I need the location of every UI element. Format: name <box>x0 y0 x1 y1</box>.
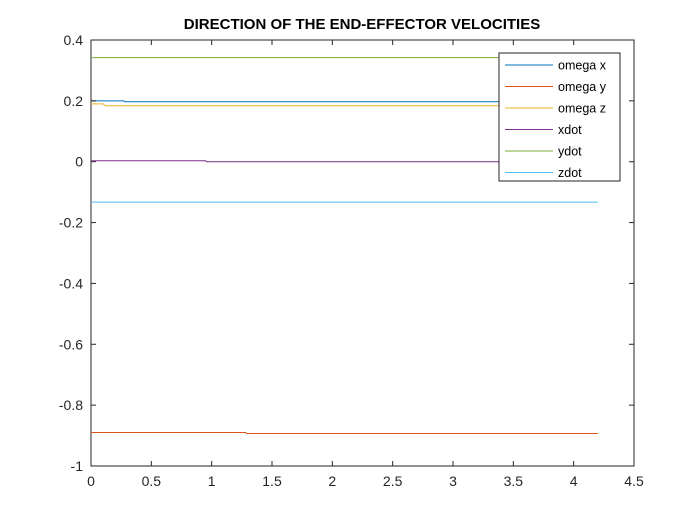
x-tick-label: 3 <box>449 473 457 489</box>
y-tick-label: -0.8 <box>59 397 83 413</box>
x-tick-label: 1.5 <box>262 473 282 489</box>
y-tick-label: -0.4 <box>59 275 83 291</box>
y-tick-label: 0.2 <box>64 93 84 109</box>
legend-label-omega-y: omega y <box>558 80 607 94</box>
legend-label-zdot: zdot <box>558 166 582 180</box>
series-layer <box>91 57 598 434</box>
y-tick-label: 0.4 <box>64 32 84 48</box>
x-tick-label: 1 <box>208 473 216 489</box>
legend: omega x omega y omega z xdot ydot zdot <box>498 52 621 182</box>
y-tick-label: -1 <box>71 458 84 474</box>
x-tick-label: 0 <box>87 473 95 489</box>
x-tick-label: 2.5 <box>383 473 403 489</box>
legend-label-ydot: ydot <box>558 145 582 159</box>
legend-box <box>498 52 621 182</box>
series-line-omega-z <box>91 103 598 107</box>
x-tick-label: 4 <box>570 473 578 489</box>
y-tick-label: -0.2 <box>59 215 83 231</box>
y-tick-label: 0 <box>75 154 83 170</box>
tick-layer: 0 0.5 1 1.5 2 2.5 3 3.5 4 4.5 -1 -0.8 -0.6 -0.4 -0.2 0 0… <box>59 32 644 489</box>
series-line-xdot <box>91 160 598 163</box>
x-tick-label: 4.5 <box>624 473 644 489</box>
x-tick-label: 3.5 <box>504 473 524 489</box>
y-tick-label: -0.6 <box>59 336 83 352</box>
legend-label-omega-x: omega x <box>558 59 607 73</box>
legend-label-xdot: xdot <box>558 123 582 137</box>
series-line-omega-y <box>91 432 598 434</box>
chart-title: DIRECTION OF THE END-EFFECTOR VELOCITIES <box>184 16 540 33</box>
legend-label-omega-z: omega z <box>558 102 606 116</box>
x-tick-label: 0.5 <box>142 473 162 489</box>
series-line-omega-x <box>91 100 598 103</box>
x-tick-label: 2 <box>328 473 336 489</box>
